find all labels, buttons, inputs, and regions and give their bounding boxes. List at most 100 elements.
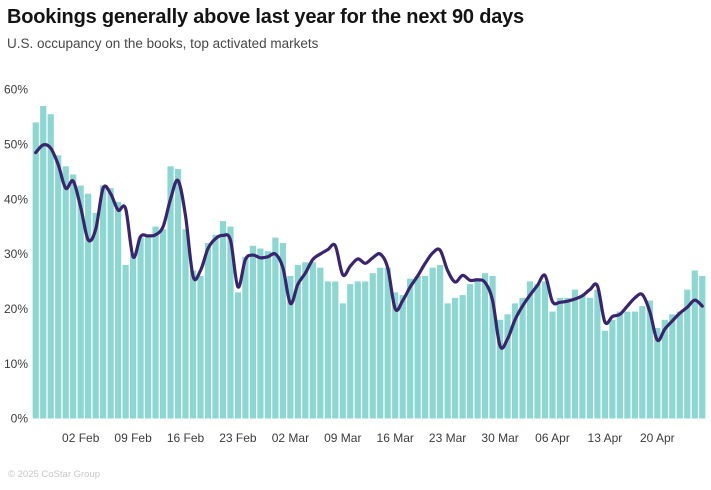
occupancy-bar <box>85 193 92 419</box>
occupancy-bar <box>579 295 586 419</box>
occupancy-bar <box>122 264 129 419</box>
occupancy-bar <box>294 264 301 419</box>
occupancy-bar <box>616 311 623 419</box>
occupancy-bar <box>167 166 174 419</box>
occupancy-bar <box>47 114 54 419</box>
occupancy-bar <box>159 229 167 419</box>
occupancy-bar <box>309 262 316 419</box>
occupancy-bar <box>354 281 361 419</box>
y-tick-label: 0% <box>11 412 29 426</box>
occupancy-bar <box>212 234 219 419</box>
occupancy-bar <box>526 281 534 419</box>
occupancy-bar <box>489 275 496 419</box>
occupancy-bar <box>55 155 62 419</box>
y-axis-labels: 0% 10% 20% 30% 40% 50% 60% <box>4 83 28 426</box>
y-tick-label: 20% <box>4 302 28 316</box>
occupancy-bar <box>571 289 579 419</box>
occupancy-bar <box>92 212 99 419</box>
occupancy-bar <box>624 311 631 419</box>
occupancy-bar <box>511 303 519 419</box>
occupancy-bar <box>62 166 69 419</box>
occupancy-bar <box>467 284 474 419</box>
occupancy-bar <box>437 264 444 419</box>
occupancy-bar <box>317 267 324 419</box>
occupancy-bar <box>429 267 436 419</box>
x-tick-label: 16 Mar <box>377 431 414 445</box>
occupancy-bar <box>144 234 152 419</box>
page-title: Bookings generally above last year for t… <box>7 6 524 28</box>
copyright-note: © 2025 CoStar Group <box>8 469 101 480</box>
occupancy-bar <box>452 297 459 419</box>
x-tick-label: 23 Feb <box>219 431 257 445</box>
occupancy-bar <box>691 270 698 419</box>
occupancy-bar <box>182 229 189 419</box>
y-tick-label: 10% <box>4 357 28 371</box>
x-tick-label: 02 Mar <box>272 431 309 445</box>
occupancy-bar <box>152 226 159 419</box>
occupancy-bar <box>302 262 309 419</box>
occupancy-bar <box>204 243 212 419</box>
occupancy-bar <box>287 275 294 419</box>
occupancy-bar <box>661 319 668 419</box>
occupancy-bar <box>347 284 354 419</box>
occupancy-bar <box>40 105 47 419</box>
occupancy-bar <box>594 289 601 419</box>
occupancy-bar <box>474 278 481 419</box>
occupancy-bar <box>339 303 346 419</box>
occupancy-bar <box>264 251 271 419</box>
occupancy-bar <box>137 237 144 419</box>
trend-line-path <box>34 143 704 350</box>
occupancy-bar <box>519 297 526 419</box>
x-tick-label: 13 Apr <box>588 431 623 445</box>
occupancy-bar <box>332 281 339 419</box>
occupancy-bar <box>414 275 421 419</box>
occupancy-bar <box>549 311 556 419</box>
occupancy-bar <box>586 297 594 419</box>
occupancy-bar <box>279 243 286 419</box>
occupancy-bar <box>369 273 376 419</box>
x-tick-label: 09 Feb <box>114 431 152 445</box>
occupancy-bar <box>384 267 391 419</box>
y-tick-label: 50% <box>4 138 28 152</box>
trend-line-group <box>34 143 704 350</box>
occupancy-bar <box>362 281 369 419</box>
occupancy-bar <box>676 311 683 419</box>
occupancy-bar <box>609 319 616 419</box>
occupancy-bar <box>639 306 646 419</box>
x-tick-label: 02 Feb <box>62 431 100 445</box>
x-tick-label: 09 Mar <box>324 431 361 445</box>
occupancy-bar <box>197 275 204 419</box>
occupancy-bar <box>654 328 661 419</box>
occupancy-bar <box>541 281 549 419</box>
occupancy-bar <box>699 275 706 419</box>
occupancy-bar <box>249 245 257 419</box>
occupancy-bar <box>504 314 511 419</box>
occupancy-bar <box>227 226 234 419</box>
occupancy-bar <box>496 319 504 419</box>
occupancy-bar <box>130 254 137 419</box>
occupancy-bar <box>564 297 571 419</box>
occupancy-bar <box>77 185 84 419</box>
occupancy-bar <box>100 185 107 419</box>
occupancy-bar <box>377 267 384 419</box>
occupancy-bar <box>32 122 39 419</box>
occupancy-bar <box>257 248 264 419</box>
y-tick-label: 60% <box>4 83 28 97</box>
occupancy-bar <box>407 278 414 419</box>
x-tick-label: 30 Mar <box>481 431 518 445</box>
occupancy-bar <box>601 330 608 419</box>
occupancy-bar <box>684 289 691 419</box>
x-tick-label: 20 Apr <box>640 431 675 445</box>
occupancy-bar <box>174 169 182 419</box>
occupancy-bar <box>481 273 489 419</box>
x-tick-label: 16 Feb <box>167 431 205 445</box>
occupancy-bar <box>189 270 197 419</box>
y-tick-label: 40% <box>4 192 28 206</box>
occupancy-bar <box>631 311 638 419</box>
occupancy-bar <box>556 297 564 419</box>
occupancy-bar <box>324 281 331 419</box>
occupancy-bar <box>70 174 77 419</box>
occupancy-bar <box>115 201 122 419</box>
occupancy-bar <box>219 221 227 419</box>
